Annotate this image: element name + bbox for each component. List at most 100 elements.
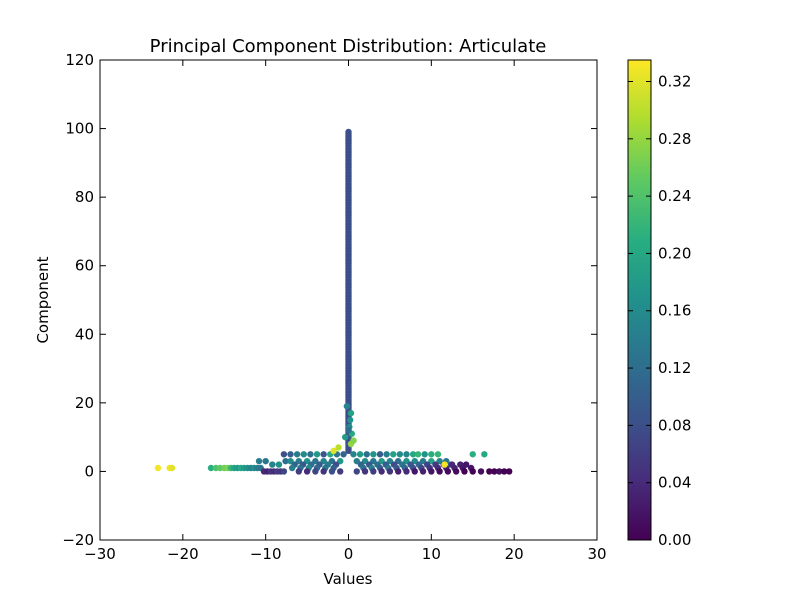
scatter-point [452,468,460,475]
colorbar [627,59,652,541]
colorbar-tick-label: 0.24 [658,187,691,205]
scatter-point [330,447,337,455]
y-tick-label: 20 [75,394,94,412]
scatter-point [421,451,428,458]
scatter-point [469,451,476,458]
scatter-point [320,468,327,475]
scatter-point [395,468,402,475]
scatter-point [436,468,443,475]
x-tick-label: 20 [505,545,524,563]
scatter-point [363,451,370,458]
colorbar-ticks: 0.00 0.04 0.08 0.12 0.16 0.20 0.24 0.28 0.32 [628,72,691,549]
x-tick-label: −20 [167,545,199,563]
x-tick-label: −30 [84,545,116,563]
scatter-point [444,468,452,475]
scatter-point [428,468,435,475]
scatter-point [307,451,314,458]
scatter-point [461,468,468,475]
scatter-point [287,451,294,458]
y-axis-ticks: −20 0 20 40 60 80 100 120 [62,51,597,549]
scatter-point [491,468,498,475]
scatter-point [419,468,427,475]
scatter-point [386,468,394,475]
x-tick-label: 30 [587,545,606,563]
scatter-point [486,468,493,475]
scatter-point [337,468,344,475]
scatter-point [390,451,397,458]
x-axis-ticks: −30 −20 −10 0 10 20 30 [84,60,607,563]
y-axis-label: Component [34,256,52,343]
scatter-point [376,451,384,458]
colorbar-tick-label: 0.32 [658,72,691,90]
scatter-point [378,468,385,475]
scatter-point [396,451,404,458]
scatter-point [469,468,476,475]
y-tick-label: −20 [62,531,94,549]
scatter-point [320,451,327,458]
scatter-point [481,451,488,458]
scatter-point [496,468,503,475]
scatter-point [403,468,410,475]
scatter-point [411,468,418,475]
scatter-point [361,468,369,475]
y-tick-label: 80 [75,188,94,206]
scatter-point [262,457,269,465]
chart-title: Principal Component Distribution: Articu… [150,36,547,57]
x-tick-label: 10 [422,545,441,563]
scatter-point [343,403,351,410]
scatter-point [403,451,410,458]
scatter-point [168,464,176,472]
scatter-point [350,437,357,444]
scatter-point [409,451,417,458]
x-tick-label: 0 [344,545,354,563]
colorbar-tick-label: 0.00 [658,531,691,549]
y-tick-label: 0 [84,462,94,480]
y-tick-label: 100 [65,120,94,138]
scatter-point [477,468,485,475]
scatter-point [347,409,355,417]
scatter-point [275,461,283,468]
scatter-point [328,468,336,475]
scatter-point [501,468,508,475]
y-tick-label: 60 [75,257,94,275]
scatter-point [255,457,263,465]
scatter-point [293,451,301,458]
scatter-point [269,461,276,468]
scatter-point [428,451,435,458]
scatter-point [335,444,342,451]
scatter-point [350,451,357,458]
x-tick-label: −10 [250,545,282,563]
scatter-point [383,451,390,458]
scatter-point [312,468,319,475]
y-tick-label: 120 [65,51,94,69]
scatter-point [505,468,513,475]
colorbar-tick-label: 0.04 [658,474,691,492]
scatter-point [295,468,302,475]
scatter-point [370,468,377,475]
scatter-point [414,451,422,458]
colorbar-tick-label: 0.08 [658,416,691,434]
scatter-point [341,433,349,441]
scatter-point [346,416,354,424]
y-tick-label: 40 [75,325,94,343]
x-axis-label: Values [323,570,372,588]
scatter-point [280,451,288,458]
colorbar-tick-label: 0.20 [658,244,691,262]
scatter-point [370,451,377,458]
scatter-point [340,451,347,458]
colorbar-tick-label: 0.28 [658,130,691,148]
scatter-point [441,461,448,468]
scatter-point [300,451,307,458]
points-layer [154,128,513,475]
scatter-point [280,468,288,475]
scatter-point [345,427,352,434]
scatter-point [353,468,360,475]
colorbar-tick-label: 0.16 [658,302,691,320]
scatter-point [303,468,311,475]
colorbar-tick-label: 0.12 [658,359,691,377]
scatter-point [434,451,442,458]
scatter-point [207,464,215,472]
spike-point [345,128,352,136]
scatter-point [154,464,162,472]
